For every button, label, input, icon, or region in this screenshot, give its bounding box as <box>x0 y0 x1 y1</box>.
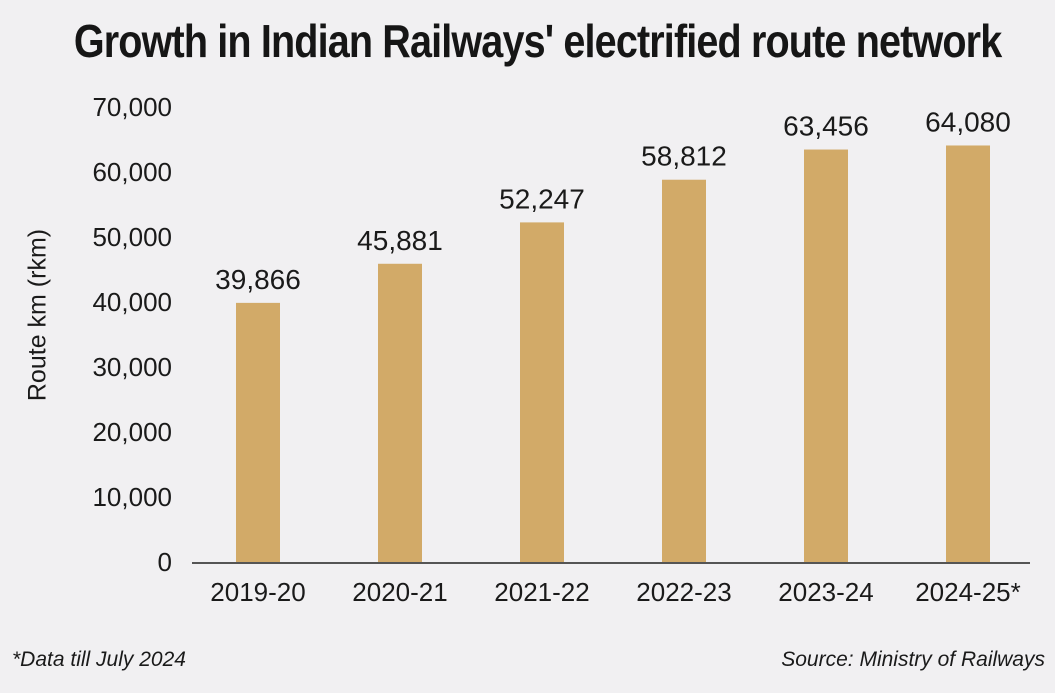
bar <box>378 263 422 562</box>
chart-title: Growth in Indian Railways' electrified r… <box>73 15 1002 67</box>
bar <box>946 145 990 563</box>
x-tick-label: 2021-22 <box>494 577 589 607</box>
x-tick-label: 2020-21 <box>352 577 447 607</box>
x-tick-label: 2019-20 <box>210 577 305 607</box>
y-tick-label: 60,000 <box>92 157 172 187</box>
x-tick-label: 2023-24 <box>778 577 873 607</box>
y-tick-label: 30,000 <box>92 352 172 382</box>
footnote: *Data till July 2024 <box>12 648 186 671</box>
y-tick-label: 0 <box>158 547 172 577</box>
data-label: 63,456 <box>783 111 869 142</box>
data-label: 52,247 <box>499 183 585 214</box>
bar <box>804 149 848 562</box>
bar <box>662 179 706 563</box>
bar <box>236 302 280 562</box>
source-note: Source: Ministry of Railways <box>781 648 1045 671</box>
y-axis-label: Route km (rkm) <box>23 228 52 402</box>
y-tick-label: 40,000 <box>92 287 172 317</box>
y-tick-label: 10,000 <box>92 482 172 512</box>
x-tick-label: 2024-25* <box>915 577 1021 607</box>
data-label: 45,881 <box>357 225 443 256</box>
x-tick-label: 2022-23 <box>636 577 731 607</box>
y-tick-label: 20,000 <box>92 417 172 447</box>
y-tick-label: 50,000 <box>92 222 172 252</box>
data-label: 39,866 <box>215 264 301 295</box>
data-label: 64,080 <box>925 106 1011 137</box>
y-tick-label: 70,000 <box>92 92 172 122</box>
data-label: 58,812 <box>641 141 727 172</box>
bar <box>520 222 564 562</box>
